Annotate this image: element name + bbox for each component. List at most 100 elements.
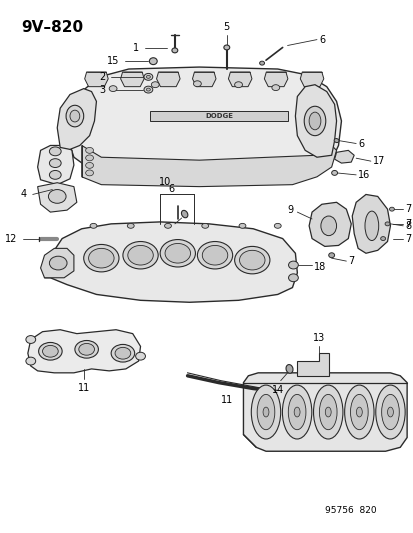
Polygon shape <box>334 150 354 163</box>
Ellipse shape <box>49 159 61 167</box>
Ellipse shape <box>223 45 229 50</box>
Ellipse shape <box>149 58 157 64</box>
Ellipse shape <box>234 82 242 87</box>
Ellipse shape <box>259 61 264 65</box>
Ellipse shape <box>78 343 94 355</box>
Ellipse shape <box>304 106 325 136</box>
Ellipse shape <box>274 223 280 228</box>
Ellipse shape <box>319 394 336 430</box>
Ellipse shape <box>26 336 36 343</box>
Ellipse shape <box>384 222 389 226</box>
Ellipse shape <box>328 253 334 257</box>
Polygon shape <box>295 85 336 157</box>
Polygon shape <box>243 373 406 451</box>
Polygon shape <box>192 72 216 87</box>
Text: 5: 5 <box>223 22 229 32</box>
Polygon shape <box>40 248 74 278</box>
Text: 9V–820: 9V–820 <box>21 20 83 35</box>
Ellipse shape <box>164 223 171 228</box>
Ellipse shape <box>85 170 93 176</box>
Ellipse shape <box>287 394 305 430</box>
Ellipse shape <box>83 245 119 272</box>
Ellipse shape <box>49 256 67 270</box>
Ellipse shape <box>193 81 201 87</box>
Ellipse shape <box>288 261 298 269</box>
Ellipse shape <box>381 394 398 430</box>
Ellipse shape <box>251 385 280 439</box>
Text: 9: 9 <box>287 205 293 215</box>
Polygon shape <box>228 72 252 87</box>
Ellipse shape <box>43 345 58 357</box>
Text: 16: 16 <box>357 170 370 180</box>
Polygon shape <box>351 195 389 253</box>
Ellipse shape <box>151 82 159 87</box>
Polygon shape <box>38 183 77 212</box>
Polygon shape <box>81 146 336 187</box>
Text: 1: 1 <box>132 43 138 53</box>
Ellipse shape <box>380 237 385 240</box>
Text: 10: 10 <box>159 176 171 187</box>
Ellipse shape <box>165 244 190 263</box>
Ellipse shape <box>146 88 150 91</box>
Text: 7: 7 <box>347 256 354 266</box>
Ellipse shape <box>256 394 274 430</box>
Ellipse shape <box>88 248 114 268</box>
Polygon shape <box>38 146 74 184</box>
Ellipse shape <box>234 246 269 274</box>
Ellipse shape <box>109 86 117 92</box>
Polygon shape <box>297 353 328 376</box>
Ellipse shape <box>356 407 361 417</box>
Ellipse shape <box>313 385 342 439</box>
Text: 6: 6 <box>357 139 363 149</box>
Ellipse shape <box>171 48 177 53</box>
Ellipse shape <box>197 241 232 269</box>
Ellipse shape <box>85 155 93 161</box>
Polygon shape <box>150 111 287 121</box>
Ellipse shape <box>282 385 311 439</box>
Ellipse shape <box>320 216 336 236</box>
Polygon shape <box>120 72 144 87</box>
Ellipse shape <box>127 223 134 228</box>
Text: 11: 11 <box>220 395 233 406</box>
Ellipse shape <box>85 148 93 154</box>
Ellipse shape <box>128 245 153 265</box>
Text: 2: 2 <box>99 72 105 82</box>
Text: 8: 8 <box>404 221 410 231</box>
Ellipse shape <box>389 207 394 211</box>
Text: 6: 6 <box>169 184 175 195</box>
Ellipse shape <box>285 365 292 373</box>
Text: 7: 7 <box>404 233 411 244</box>
Ellipse shape <box>49 147 61 156</box>
Text: 15: 15 <box>107 56 119 66</box>
Ellipse shape <box>70 110 80 122</box>
Text: 11: 11 <box>77 383 90 393</box>
Text: 17: 17 <box>372 156 384 166</box>
Text: 7: 7 <box>404 204 411 214</box>
Ellipse shape <box>181 211 188 218</box>
Ellipse shape <box>90 223 97 228</box>
Polygon shape <box>299 72 323 87</box>
Ellipse shape <box>75 341 98 358</box>
Polygon shape <box>264 72 287 87</box>
Polygon shape <box>70 67 341 180</box>
Ellipse shape <box>201 223 208 228</box>
Text: 14: 14 <box>271 385 283 394</box>
Ellipse shape <box>111 344 134 362</box>
Ellipse shape <box>123 241 158 269</box>
Ellipse shape <box>144 86 152 93</box>
Ellipse shape <box>350 394 367 430</box>
Ellipse shape <box>115 348 131 359</box>
Ellipse shape <box>364 211 378 240</box>
Ellipse shape <box>202 245 227 265</box>
Ellipse shape <box>239 251 264 270</box>
Polygon shape <box>156 72 180 87</box>
Text: 13: 13 <box>312 334 324 343</box>
Ellipse shape <box>135 352 145 360</box>
Ellipse shape <box>325 407 330 417</box>
Ellipse shape <box>144 74 152 80</box>
Ellipse shape <box>294 407 299 417</box>
Ellipse shape <box>49 171 61 179</box>
Ellipse shape <box>66 106 83 127</box>
Text: 6: 6 <box>318 35 324 45</box>
Text: 4: 4 <box>21 189 27 199</box>
